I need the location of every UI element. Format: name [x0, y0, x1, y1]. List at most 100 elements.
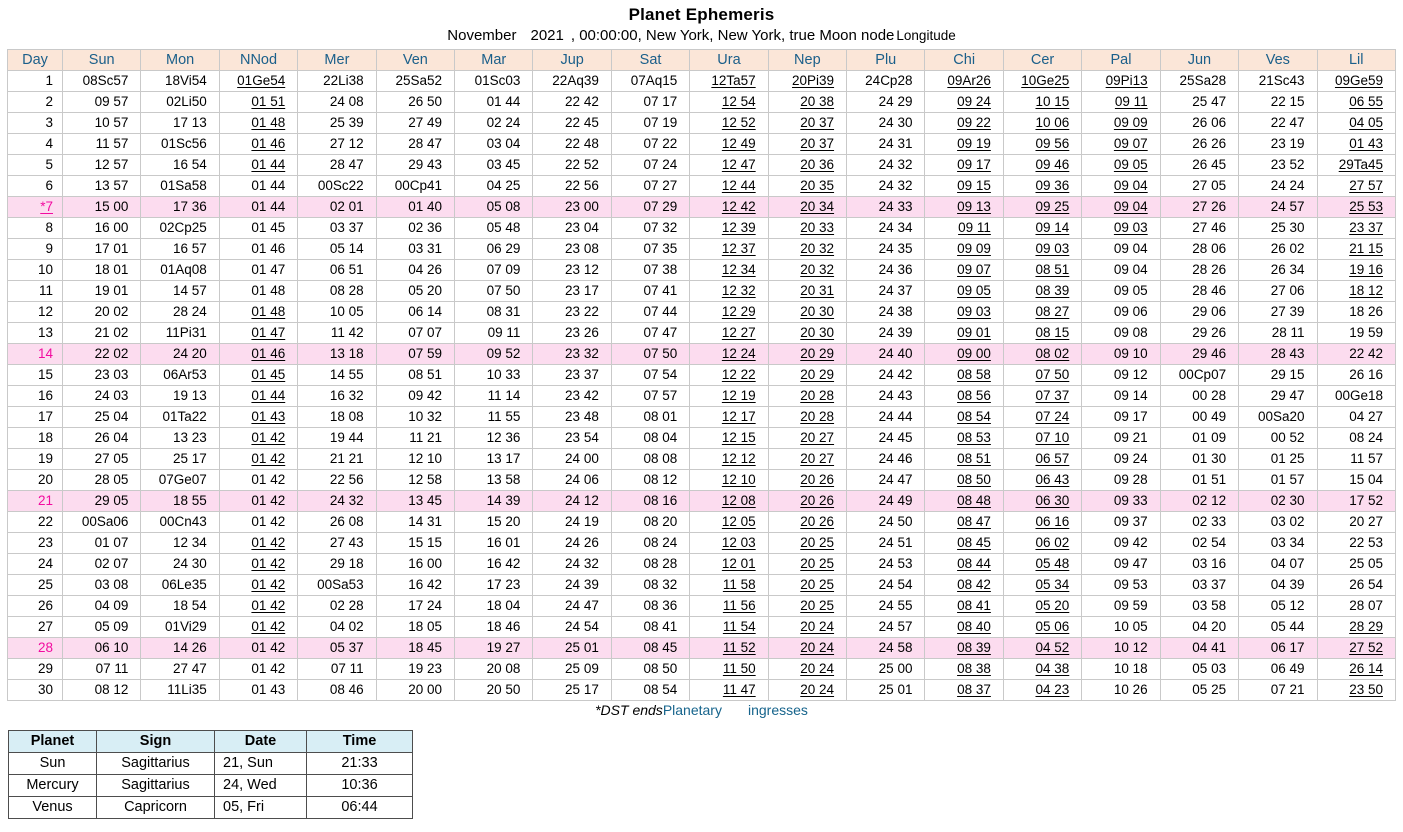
- ephemeris-cell: 09 17: [924, 154, 1004, 176]
- table-row: 9 17 01 16 57 01 46 05 14 03 31 06 29 23 08 07 3…: [7, 238, 1396, 260]
- ephemeris-cell: 06 16: [1002, 511, 1083, 533]
- ephemeris-cell: 28 26: [1159, 259, 1240, 281]
- ephemeris-cell: 08 46: [297, 679, 377, 701]
- ephemeris-cell: 20 31: [767, 280, 848, 302]
- ephemeris-cell: 04 27: [1316, 406, 1396, 428]
- ephemeris-cell: 13 17: [454, 448, 534, 470]
- ephemeris-cell: 07 37: [1002, 385, 1083, 407]
- ingress-column-header-time: Time: [306, 730, 413, 753]
- ephemeris-cell: 00Sa20: [1238, 406, 1318, 428]
- ephemeris-cell: 09 37: [1081, 511, 1161, 533]
- ephemeris-cell: 12 10: [689, 469, 769, 491]
- ephemeris-cell: 24 30: [140, 553, 220, 575]
- ephemeris-cell: 01 48: [218, 301, 299, 323]
- ephemeris-cell: 04 52: [1002, 637, 1083, 659]
- ephemeris-cell: 20 28: [767, 406, 848, 428]
- ephemeris-cell: 15 00: [61, 196, 142, 218]
- ephemeris-cell: 24 08: [297, 91, 377, 113]
- ephemeris-cell: 01 09: [1159, 427, 1240, 449]
- ephemeris-cell: 18 01: [61, 259, 142, 281]
- ephemeris-cell: 18 54: [140, 595, 220, 617]
- ephemeris-cell: 01 42: [218, 637, 299, 659]
- ephemeris-cell: 27 26: [1159, 196, 1240, 218]
- ephemeris-cell: 20 25: [767, 574, 848, 596]
- ephemeris-cell: 13 23: [140, 427, 220, 449]
- ephemeris-cell: 09 00: [924, 343, 1004, 365]
- ephemeris-cell: 04 20: [1159, 616, 1240, 638]
- ephemeris-cell: 24 53: [846, 553, 926, 575]
- planetary-ingresses-link-2[interactable]: ingresses: [747, 702, 808, 718]
- ephemeris-cell: 27 12: [297, 133, 377, 155]
- ephemeris-cell: 14 55: [297, 364, 377, 386]
- ephemeris-cell: 19 23: [375, 658, 456, 680]
- ephemeris-cell: 26 04: [61, 427, 142, 449]
- ephemeris-cell: 12 58: [375, 469, 456, 491]
- ephemeris-cell: 08 02: [1002, 343, 1083, 365]
- ephemeris-cell: 27 39: [1238, 301, 1318, 323]
- ephemeris-cell: 24 54: [846, 574, 926, 596]
- column-header-mer: Mer: [297, 49, 377, 71]
- ephemeris-cell: 20 33: [767, 217, 848, 239]
- ephemeris-cell: 24 43: [846, 385, 926, 407]
- planetary-ingresses-link-1[interactable]: Planetary: [662, 702, 722, 718]
- ephemeris-cell: 20 27: [767, 448, 848, 470]
- ephemeris-cell: 25 01: [532, 637, 612, 659]
- ephemeris-cell: 26 14: [1316, 658, 1396, 680]
- ephemeris-cell: 27 49: [375, 112, 456, 134]
- ephemeris-cell: 24 44: [846, 406, 926, 428]
- ephemeris-cell: 20 24: [767, 679, 848, 701]
- ephemeris-cell: 09 15: [924, 175, 1004, 197]
- ephemeris-cell: 00 52: [1238, 427, 1318, 449]
- dst-ends-note: *DST ends: [595, 702, 663, 718]
- table-row: 12 20 02 28 24 01 48 10 05 06 14 08 31 23 22 07 …: [7, 301, 1396, 323]
- ephemeris-cell: 02 54: [1159, 532, 1240, 554]
- ephemeris-cell: 01 51: [1159, 469, 1240, 491]
- ephemeris-cell: 08 41: [610, 616, 691, 638]
- column-header-cer: Cer: [1002, 49, 1083, 71]
- ephemeris-cell: 25 30: [1238, 217, 1318, 239]
- ephemeris-cell: 24 33: [846, 196, 926, 218]
- column-header-sun: Sun: [61, 49, 142, 71]
- ephemeris-cell: 29 47: [1238, 385, 1318, 407]
- ephemeris-cell: 08 16: [610, 490, 691, 512]
- ephemeris-cell: 25 04: [61, 406, 142, 428]
- ephemeris-cell: 01 48: [218, 112, 299, 134]
- ephemeris-cell: 17 13: [140, 112, 220, 134]
- ephemeris-cell: 11 57: [1316, 448, 1396, 470]
- ephemeris-cell: 20 25: [767, 532, 848, 554]
- ephemeris-cell: 27 05: [1159, 175, 1240, 197]
- ephemeris-cell: 08 42: [924, 574, 1004, 596]
- table-row: 17 25 04 01Ta22 01 43 18 08 10 32 11 55 23 48 08…: [7, 406, 1396, 428]
- ephemeris-cell: 21Sc43: [1238, 70, 1318, 92]
- ingress-cell: 06:44: [306, 796, 413, 819]
- ephemeris-cell: 06 57: [1002, 448, 1083, 470]
- ephemeris-cell: 28 29: [1316, 616, 1396, 638]
- ephemeris-cell: 29 06: [1159, 301, 1240, 323]
- ephemeris-cell: 07 24: [1002, 406, 1083, 428]
- day-cell: 24: [7, 553, 63, 575]
- subtitle-year: 2021: [530, 27, 564, 44]
- ephemeris-cell: 17 52: [1316, 490, 1396, 512]
- ephemeris-cell: 01 44: [218, 385, 299, 407]
- ephemeris-cell: 08 04: [610, 427, 691, 449]
- ephemeris-cell: 09 13: [924, 196, 1004, 218]
- subtitle-month: November: [447, 27, 517, 44]
- ephemeris-cell: 23 50: [1316, 679, 1396, 701]
- ingress-header-row: Planet Sign Date Time: [8, 730, 413, 753]
- ephemeris-cell: 09 42: [1081, 532, 1161, 554]
- ephemeris-cell: 09 06: [1081, 301, 1161, 323]
- ephemeris-cell: 29 46: [1159, 343, 1240, 365]
- ephemeris-cell: 01 47: [218, 322, 299, 344]
- ephemeris-cell: 21 21: [297, 448, 377, 470]
- ephemeris-cell: 07 27: [610, 175, 691, 197]
- ephemeris-cell: 03 45: [454, 154, 534, 176]
- ephemeris-cell: 06Ar53: [140, 364, 220, 386]
- ephemeris-cell: 08 58: [924, 364, 1004, 386]
- ephemeris-cell: 01 44: [218, 154, 299, 176]
- ephemeris-cell: 07 57: [610, 385, 691, 407]
- ephemeris-cell: 07 21: [1238, 679, 1318, 701]
- ephemeris-cell: 12 12: [689, 448, 769, 470]
- ephemeris-cell: 06 43: [1002, 469, 1083, 491]
- ephemeris-cell: 11 14: [454, 385, 534, 407]
- ephemeris-cell: 11 58: [689, 574, 769, 596]
